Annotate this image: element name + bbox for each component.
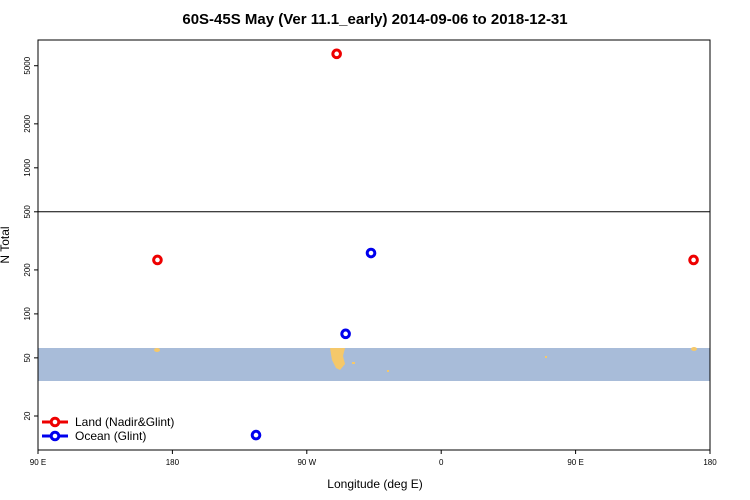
- y-tick-label: 2000: [23, 114, 32, 132]
- legend-label: Land (Nadir&Glint): [75, 415, 174, 429]
- y-tick-label: 1000: [23, 158, 32, 176]
- chart-title: 60S-45S May (Ver 11.1_early) 2014-09-06 …: [182, 11, 567, 28]
- point: [340, 328, 351, 340]
- y-tick-label: 20: [23, 411, 32, 420]
- point: [331, 48, 342, 60]
- legend-marker: [49, 430, 61, 442]
- point: [688, 254, 699, 266]
- legend: Land (Nadir&Glint)Ocean (Glint): [42, 415, 174, 443]
- ocean-strip: [38, 348, 710, 381]
- x-tick-label: 0: [439, 458, 444, 467]
- map-strip: [38, 347, 710, 381]
- y-tick-label: 100: [23, 307, 32, 321]
- legend-label: Ocean (Glint): [75, 429, 146, 443]
- land-blob: [352, 362, 355, 364]
- y-tick-label: 500: [23, 205, 32, 219]
- point: [365, 247, 377, 259]
- x-tick-label: 90 E: [567, 458, 583, 467]
- x-tick-label: 90 W: [297, 458, 316, 467]
- plot-frame: [37, 39, 711, 451]
- land-blob: [545, 356, 547, 358]
- y-tick-label: 50: [23, 353, 32, 362]
- legend-marker: [49, 416, 61, 428]
- x-axis-label: Longitude (deg E): [327, 477, 422, 491]
- land-blob: [154, 348, 160, 352]
- land-blob: [691, 347, 697, 351]
- y-tick-label: 200: [23, 263, 32, 277]
- x-tick-label: 180: [703, 458, 717, 467]
- y-tick-label: 5000: [23, 56, 32, 74]
- land-blob: [387, 370, 389, 372]
- point: [250, 429, 262, 441]
- land-blob: [330, 348, 345, 370]
- y-axis-label: N Total: [0, 226, 12, 263]
- x-tick-label: 180: [166, 458, 180, 467]
- point: [152, 254, 163, 266]
- x-tick-label: 90 E: [30, 458, 46, 467]
